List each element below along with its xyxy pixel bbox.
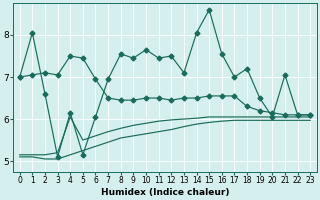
X-axis label: Humidex (Indice chaleur): Humidex (Indice chaleur) xyxy=(101,188,229,197)
